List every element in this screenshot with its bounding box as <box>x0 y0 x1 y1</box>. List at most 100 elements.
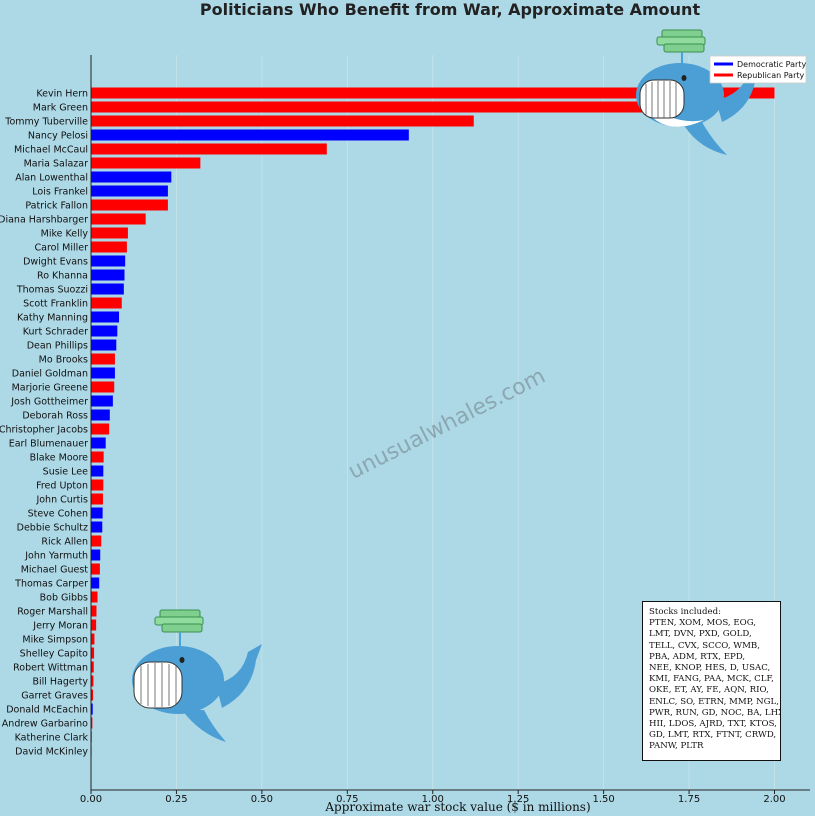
y-label: Michael Guest <box>21 565 89 576</box>
x-tick-label: 1.25 <box>507 794 529 805</box>
stocks-line: TELL, CVX, SCCO, WMB, <box>649 640 760 651</box>
bar-mark-green <box>91 101 713 113</box>
y-label: Mike Kelly <box>41 229 89 240</box>
bar-dwight-evans <box>91 255 126 267</box>
stocks-line: Stocks included: <box>649 607 722 617</box>
y-label: Rick Allen <box>41 537 88 548</box>
y-label: Debbie Schultz <box>17 523 88 534</box>
money-stack-icon <box>154 609 204 646</box>
y-label: Thomas Suozzi <box>16 285 88 296</box>
legend-label-republican: Republican Party <box>737 71 805 80</box>
legend: Democratic Party Republican Party <box>709 55 806 84</box>
stocks-line: PANW, PLTR <box>649 741 704 752</box>
y-label: Steve Cohen <box>28 509 88 520</box>
x-tick-label: 1.50 <box>592 794 614 805</box>
bar-steve-cohen <box>91 507 103 519</box>
bar-bill-hagerty <box>91 675 94 687</box>
y-label: Scott Franklin <box>23 299 88 310</box>
y-label: Christopher Jacobs <box>0 425 88 436</box>
bar-mike-simpson <box>91 633 95 645</box>
stocks-line: PTEN, XOM, MOS, EOG, <box>649 618 756 629</box>
y-label: Nancy Pelosi <box>28 131 88 142</box>
bar-marjorie-greene <box>91 381 115 393</box>
x-tick-label: 0.50 <box>251 794 273 805</box>
y-label: Jerry Moran <box>32 621 88 632</box>
y-label: Deborah Ross <box>22 411 88 422</box>
bar-diana-harshbarger <box>91 213 146 225</box>
bar-robert-wittman <box>91 661 94 673</box>
y-label: Kurt Schrader <box>23 327 88 338</box>
bar-john-yarmuth <box>91 549 101 561</box>
y-label: Josh Gottheimer <box>10 397 88 408</box>
y-label: Donald McEachin <box>6 705 88 716</box>
stocks-line: GD, LMT, RTX, FTNT, CRWD, <box>649 730 777 741</box>
bar-mike-kelly <box>91 227 128 239</box>
chart-title: Politicians Who Benefit from War, Approx… <box>200 0 701 19</box>
bar-roger-marshall <box>91 605 97 617</box>
y-label: David McKinley <box>15 747 88 758</box>
bar-michael-guest <box>91 563 100 575</box>
y-label: Maria Salazar <box>24 159 89 170</box>
stocks-line: OKE, ET, AY, FE, AQN, RIO, <box>649 685 769 696</box>
y-label: Shelley Capito <box>20 649 89 660</box>
bar-shelley-capito <box>91 647 95 659</box>
bar-christopher-jacobs <box>91 423 110 435</box>
y-label: Mike Simpson <box>22 635 88 646</box>
legend-label-democratic: Democratic Party <box>737 60 806 69</box>
stocks-included-box: Stocks included: PTEN, XOM, MOS, EOG, LM… <box>642 601 781 761</box>
bar-michael-mccaul <box>91 143 327 155</box>
bar-ro-khanna <box>91 269 125 281</box>
whale-icon <box>132 609 262 742</box>
y-label: Dean Phillips <box>27 341 88 352</box>
y-label: Katherine Clark <box>15 733 89 744</box>
whale-icon <box>636 29 760 155</box>
stocks-line: HII, LDOS, AJRD, TXT, KTOS, <box>649 719 777 730</box>
bar-alan-lowenthal <box>91 171 172 183</box>
y-label: Robert Wittman <box>13 663 88 674</box>
bar-garret-graves <box>91 689 94 701</box>
bar-scott-franklin <box>91 297 122 309</box>
y-label: Michael McCaul <box>14 145 88 156</box>
money-stack-icon <box>656 29 706 64</box>
y-label: Dwight Evans <box>23 257 88 268</box>
bar-lois-frankel <box>91 185 168 197</box>
bars-group <box>91 87 775 757</box>
bar-bob-gibbs <box>91 591 98 603</box>
bar-donald-mceachin <box>91 703 93 715</box>
y-label: Mark Green <box>33 103 88 114</box>
y-label: Blake Moore <box>30 453 89 464</box>
bar-kevin-hern <box>91 87 775 99</box>
bar-earl-blumenauer <box>91 437 106 449</box>
bar-josh-gottheimer <box>91 395 113 407</box>
stocks-line: ENLC, SO, ETRN, MMP, NGL, <box>649 696 779 707</box>
y-label: John Curtis <box>35 495 88 506</box>
y-label: Lois Frankel <box>32 187 88 198</box>
bar-daniel-goldman <box>91 367 115 379</box>
x-axis-label: Approximate war stock value ($ in millio… <box>324 800 590 814</box>
y-label: Tommy Tuberville <box>4 117 88 128</box>
bar-deborah-ross <box>91 409 110 421</box>
bar-kathy-manning <box>91 311 120 323</box>
y-label: Roger Marshall <box>17 607 88 618</box>
stocks-line: KMI, FANG, PAA, MCK, CLF, <box>649 674 774 685</box>
bar-susie-lee <box>91 465 104 477</box>
bar-jerry-moran <box>91 619 97 631</box>
bar-tommy-tuberville <box>91 115 474 127</box>
x-ticks-group: 0.00 0.25 0.50 0.75 1.00 1.25 1.50 1.75 2.00 <box>80 790 786 805</box>
y-label: Patrick Fallon <box>25 201 88 212</box>
bar-nancy-pelosi <box>91 129 409 141</box>
bar-debbie-schultz <box>91 521 103 533</box>
y-label: Thomas Carper <box>14 579 88 590</box>
y-label: Daniel Goldman <box>12 369 88 380</box>
y-label: Fred Upton <box>36 481 88 492</box>
stocks-line: PWR, RUN, GD, NOC, BA, LHX, <box>649 707 781 718</box>
bar-thomas-carper <box>91 577 100 589</box>
y-label: Kevin Hern <box>36 89 88 100</box>
y-label: Susie Lee <box>43 467 88 478</box>
bar-kurt-schrader <box>91 325 118 337</box>
y-labels-group: Kevin Hern Mark Green Tommy Tuberville Nanc… <box>0 89 88 758</box>
y-label: Diana Harshbarger <box>0 215 88 226</box>
x-tick-label: 1.00 <box>422 794 444 805</box>
bar-patrick-fallon <box>91 199 168 211</box>
